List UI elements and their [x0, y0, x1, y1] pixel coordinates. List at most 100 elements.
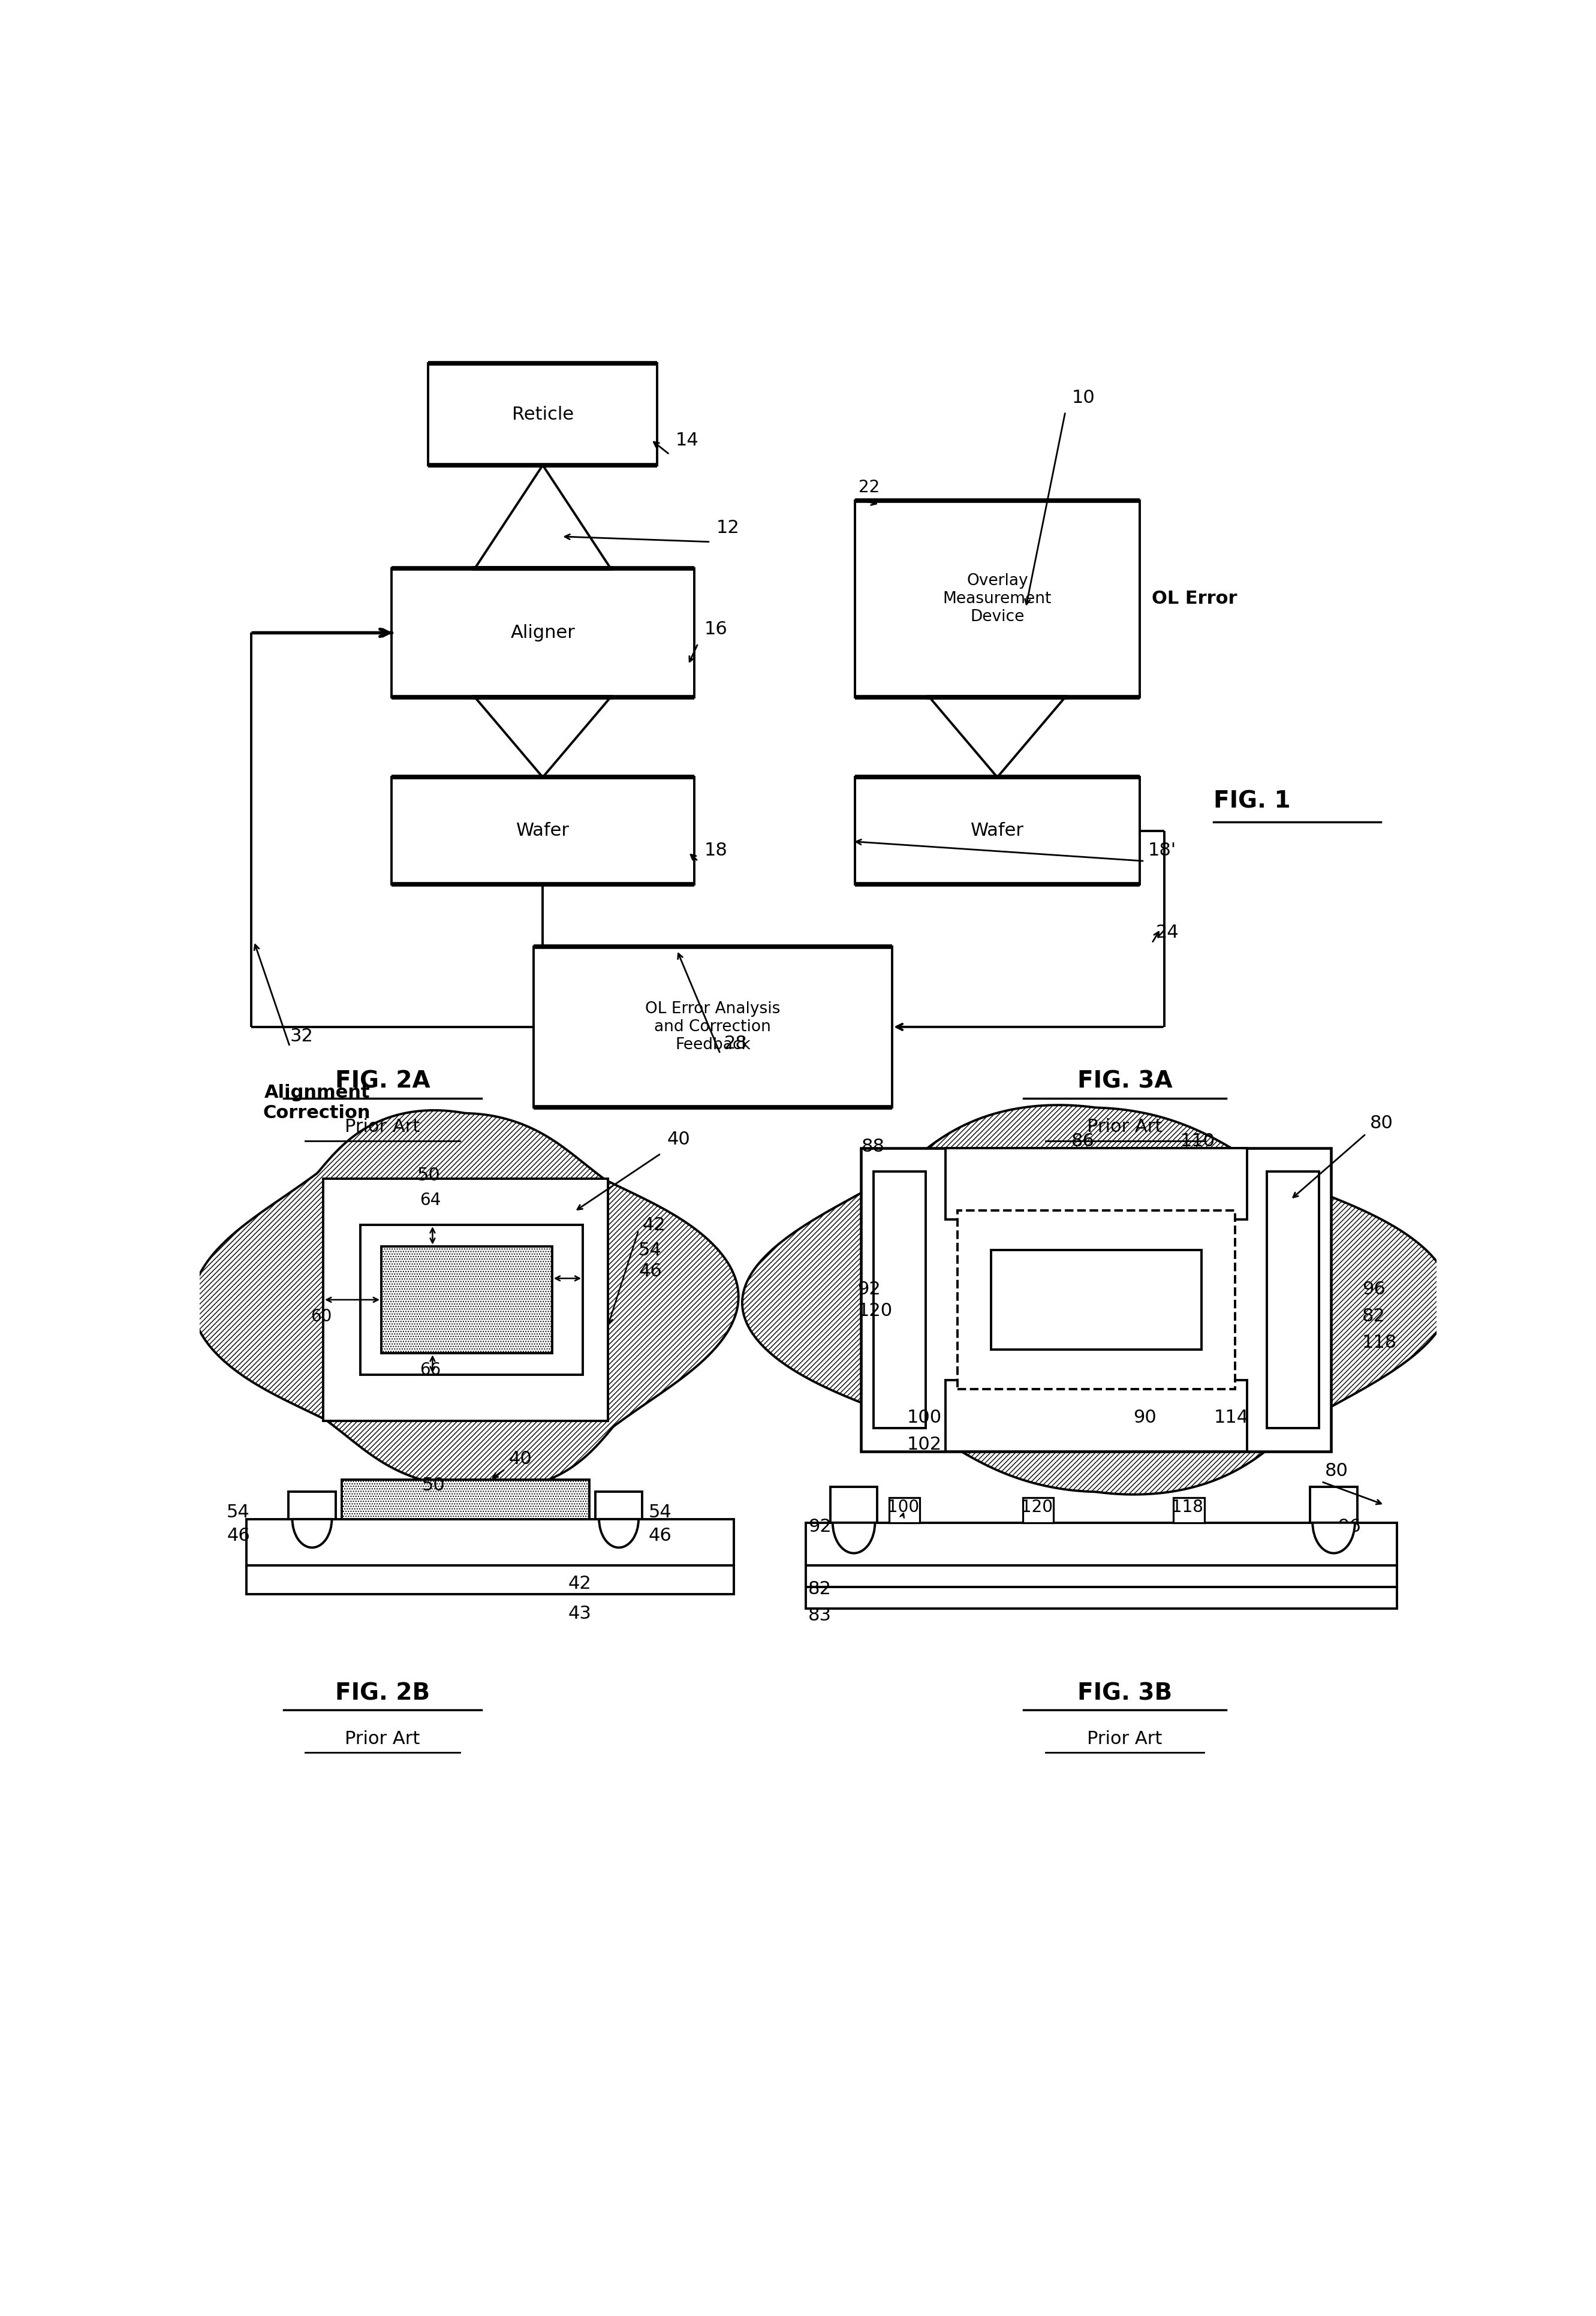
Text: 120: 120	[1021, 1498, 1053, 1515]
Text: 88: 88	[862, 1137, 884, 1156]
Wedge shape	[598, 1519, 638, 1547]
Bar	[806, 1522, 1396, 1566]
Text: Overlay
Measurement
Device: Overlay Measurement Device	[943, 572, 1052, 625]
Text: 92: 92	[857, 1281, 881, 1297]
Wedge shape	[292, 1519, 332, 1547]
Text: FIG. 3B: FIG. 3B	[1077, 1681, 1171, 1705]
Text: 66: 66	[420, 1362, 440, 1378]
Text: 43: 43	[568, 1605, 592, 1624]
Text: Prior Art: Prior Art	[1087, 1730, 1162, 1746]
Text: 46: 46	[227, 1526, 251, 1545]
Text: 28: 28	[725, 1035, 747, 1051]
Text: 22: 22	[859, 479, 879, 496]
Text: 82: 82	[1361, 1306, 1385, 1325]
Text: 83: 83	[808, 1607, 832, 1624]
Text: 90: 90	[1133, 1408, 1157, 1427]
Bar	[855, 778, 1140, 885]
Text: 100: 100	[907, 1408, 942, 1427]
Text: 40: 40	[509, 1450, 531, 1468]
Bar	[342, 1480, 589, 1519]
Text: 46: 46	[638, 1262, 662, 1281]
Text: 18: 18	[704, 843, 728, 859]
Wedge shape	[833, 1522, 875, 1554]
Bar	[945, 1149, 1246, 1221]
Text: 50: 50	[417, 1167, 440, 1183]
Text: Prior Art: Prior Art	[345, 1119, 420, 1135]
Text: 54: 54	[227, 1503, 251, 1522]
Text: FIG. 2B: FIG. 2B	[335, 1681, 429, 1705]
Text: 100: 100	[887, 1498, 919, 1515]
Text: Wafer: Wafer	[970, 822, 1025, 838]
Bar	[991, 1251, 1202, 1350]
Bar	[1267, 1172, 1318, 1429]
Bar	[533, 947, 892, 1107]
Text: 12: 12	[717, 519, 741, 537]
Text: 96: 96	[1361, 1281, 1385, 1297]
Text: 42: 42	[568, 1575, 592, 1593]
Bar	[324, 1179, 608, 1422]
Text: 118: 118	[1171, 1498, 1203, 1515]
Bar	[958, 1211, 1235, 1390]
Text: 110: 110	[1181, 1133, 1215, 1151]
Bar	[391, 778, 694, 885]
Text: 60: 60	[311, 1309, 332, 1325]
Text: 10: 10	[1071, 389, 1095, 405]
Polygon shape	[474, 466, 611, 570]
Bar	[945, 1380, 1246, 1452]
Bar	[862, 1149, 1331, 1452]
Bar	[289, 1492, 335, 1519]
Text: Prior Art: Prior Art	[345, 1730, 420, 1746]
Text: 18': 18'	[1148, 843, 1176, 859]
Text: 42: 42	[642, 1216, 666, 1234]
Text: 32: 32	[290, 1028, 313, 1045]
Bar	[391, 570, 694, 697]
Text: 14: 14	[675, 431, 699, 449]
Bar	[873, 1172, 926, 1429]
Text: 46: 46	[648, 1526, 672, 1545]
Text: 114: 114	[1215, 1408, 1248, 1427]
Text: FIG. 3A: FIG. 3A	[1077, 1070, 1171, 1093]
Wedge shape	[1312, 1522, 1355, 1554]
Bar	[361, 1225, 583, 1376]
Bar	[830, 1487, 878, 1522]
Bar	[381, 1246, 552, 1353]
Text: 120: 120	[857, 1302, 892, 1320]
Text: 54: 54	[648, 1503, 672, 1522]
Text: FIG. 1: FIG. 1	[1215, 790, 1291, 813]
Bar	[1173, 1498, 1205, 1522]
Text: OL Error: OL Error	[1152, 591, 1237, 607]
Bar	[1023, 1498, 1053, 1522]
Text: 80: 80	[1369, 1114, 1393, 1133]
Text: 24: 24	[1156, 924, 1179, 940]
Text: 16: 16	[704, 621, 728, 639]
Text: 92: 92	[808, 1517, 832, 1536]
Text: 118: 118	[1361, 1334, 1396, 1353]
Text: 64: 64	[420, 1193, 440, 1209]
Bar	[806, 1566, 1396, 1586]
Text: 40: 40	[667, 1130, 691, 1149]
Bar	[1310, 1487, 1357, 1522]
Text: Aligner: Aligner	[511, 623, 575, 642]
Polygon shape	[474, 697, 611, 778]
Text: Reticle: Reticle	[512, 405, 573, 424]
Bar	[855, 500, 1140, 697]
Text: Wafer: Wafer	[516, 822, 570, 838]
Bar	[595, 1492, 642, 1519]
Text: 102: 102	[907, 1436, 942, 1452]
Bar	[428, 364, 658, 466]
Bar	[889, 1498, 919, 1522]
Text: OL Error Analysis
and Correction
Feedback: OL Error Analysis and Correction Feedbac…	[645, 1001, 780, 1054]
Polygon shape	[929, 697, 1066, 778]
Text: 62: 62	[455, 1246, 476, 1262]
Polygon shape	[193, 1109, 739, 1489]
Text: 86: 86	[1071, 1133, 1095, 1151]
Text: FIG. 2A: FIG. 2A	[335, 1070, 429, 1093]
Text: Prior Art: Prior Art	[1087, 1119, 1162, 1135]
Polygon shape	[742, 1105, 1451, 1494]
Text: Alignment
Correction: Alignment Correction	[263, 1084, 370, 1121]
Text: 54: 54	[638, 1241, 662, 1260]
Bar	[246, 1519, 734, 1566]
Text: 50: 50	[421, 1478, 445, 1494]
Bar	[806, 1586, 1396, 1607]
Text: 80: 80	[1325, 1461, 1349, 1480]
